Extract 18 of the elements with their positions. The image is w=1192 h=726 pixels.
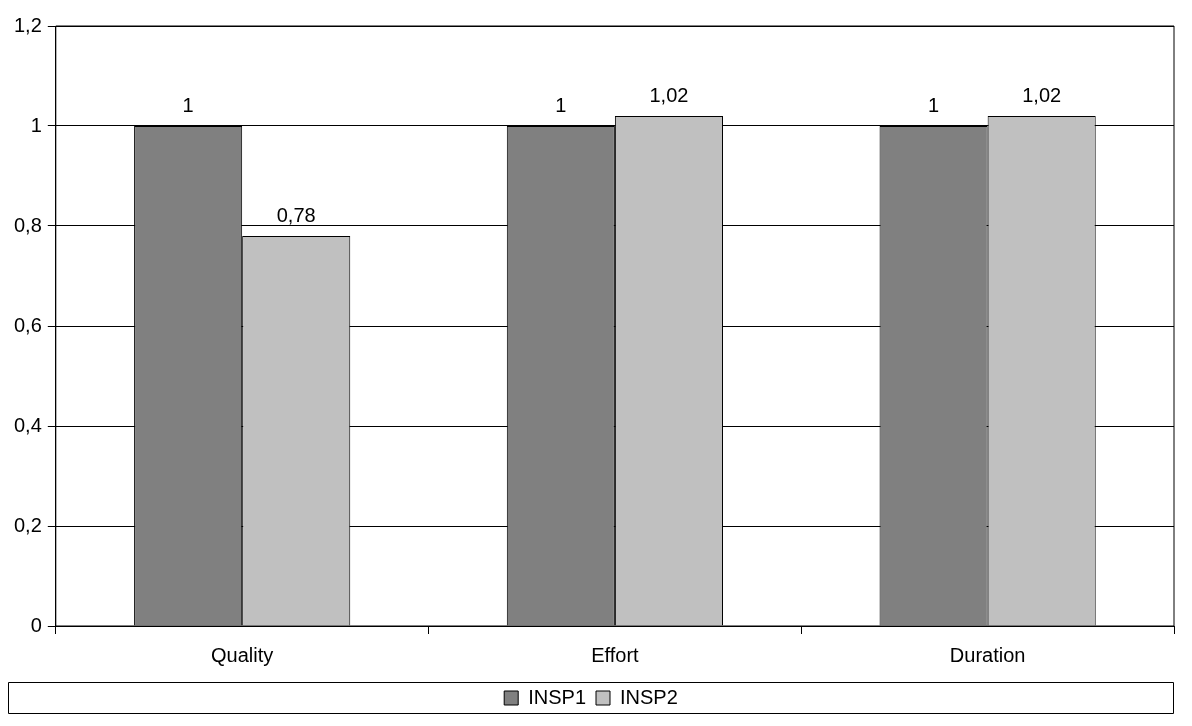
data-label: 1 bbox=[555, 93, 567, 116]
y-tick-label: 0,6 bbox=[13, 313, 42, 336]
y-tick-label: 0,8 bbox=[13, 213, 42, 236]
data-label: 1 bbox=[182, 93, 194, 116]
y-tick-label: 0,2 bbox=[13, 513, 42, 536]
x-tick-label: Quality bbox=[211, 643, 274, 666]
y-tick-label: 1,2 bbox=[13, 13, 42, 36]
data-label: 1 bbox=[928, 93, 940, 116]
data-label: 1,02 bbox=[1022, 83, 1062, 106]
y-tick-label: 0,4 bbox=[13, 413, 42, 436]
x-tick-label: Effort bbox=[591, 643, 640, 666]
y-tick-label: 1 bbox=[30, 113, 42, 136]
data-label: 0,78 bbox=[276, 203, 316, 226]
legend-label: INSP1 bbox=[528, 685, 587, 708]
legend-label: INSP2 bbox=[620, 685, 678, 708]
y-tick-label: 0 bbox=[30, 613, 42, 636]
data-label: 1,02 bbox=[649, 83, 689, 106]
x-tick-label: Duration bbox=[949, 643, 1026, 666]
